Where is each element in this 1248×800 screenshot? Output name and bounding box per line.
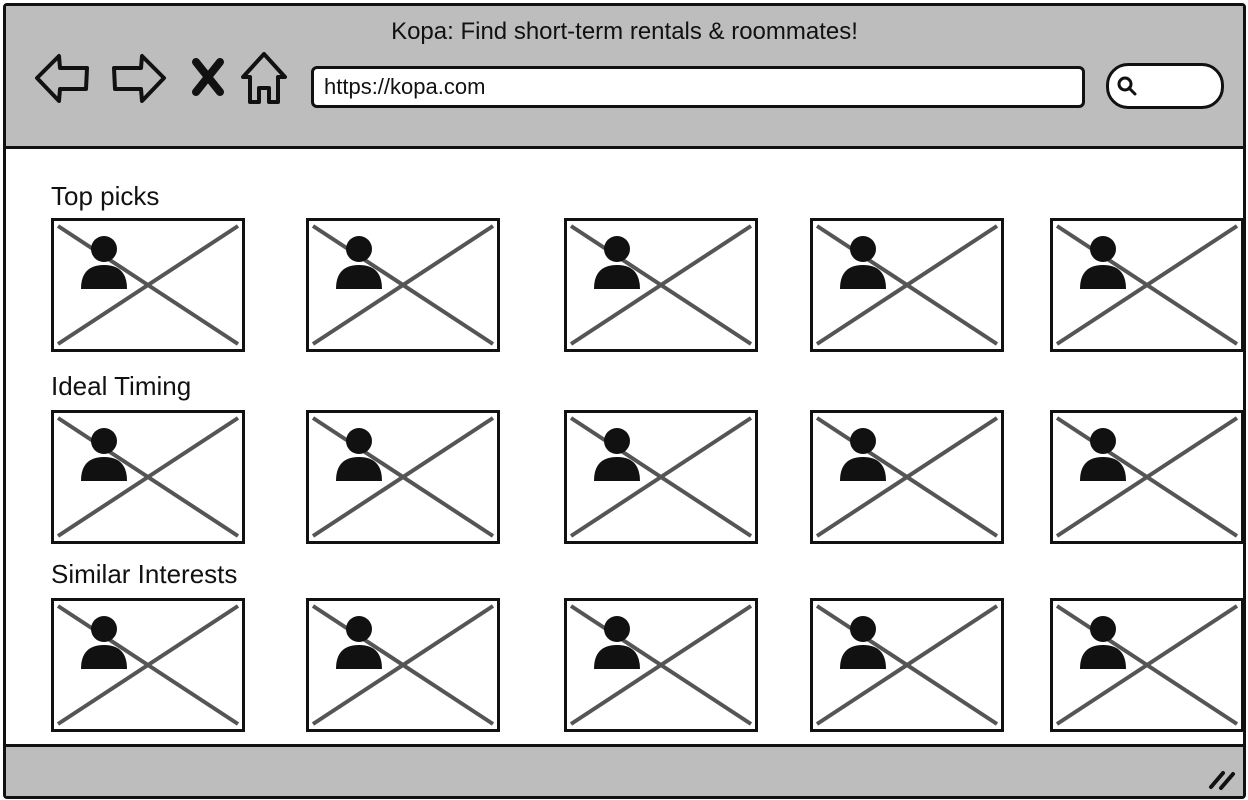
image-placeholder-card[interactable] bbox=[810, 598, 1004, 732]
image-placeholder-card[interactable] bbox=[51, 218, 245, 352]
user-avatar-icon bbox=[594, 428, 640, 481]
image-placeholder-card[interactable] bbox=[51, 410, 245, 544]
resize-grip-icon[interactable] bbox=[1207, 767, 1237, 791]
url-input[interactable]: https://kopa.com bbox=[311, 66, 1085, 108]
image-placeholder-card[interactable] bbox=[51, 598, 245, 732]
forward-arrow-icon bbox=[112, 54, 166, 103]
image-placeholder-icon bbox=[815, 416, 999, 538]
section-title-similar-interests: Similar Interests bbox=[51, 559, 238, 589]
user-avatar-icon bbox=[81, 428, 127, 481]
user-avatar-icon bbox=[840, 428, 886, 481]
image-placeholder-card[interactable] bbox=[306, 410, 500, 544]
user-avatar-icon bbox=[1080, 236, 1126, 289]
back-button[interactable] bbox=[33, 48, 93, 108]
image-placeholder-icon bbox=[311, 604, 495, 726]
user-avatar-icon bbox=[594, 236, 640, 289]
image-placeholder-icon bbox=[1055, 604, 1239, 726]
section-title-top-picks: Top picks bbox=[51, 181, 160, 211]
browser-window: Kopa: Find short-term rentals & roommate… bbox=[3, 3, 1246, 799]
browser-toolbar: Kopa: Find short-term rentals & roommate… bbox=[6, 6, 1243, 149]
image-placeholder-icon bbox=[569, 604, 753, 726]
forward-button[interactable] bbox=[108, 48, 168, 108]
user-avatar-icon bbox=[336, 428, 382, 481]
image-placeholder-card[interactable] bbox=[564, 218, 758, 352]
image-placeholder-icon bbox=[311, 416, 495, 538]
home-icon bbox=[241, 52, 287, 104]
search-field[interactable] bbox=[1106, 63, 1224, 109]
image-placeholder-icon bbox=[569, 224, 753, 346]
image-placeholder-card[interactable] bbox=[306, 218, 500, 352]
image-placeholder-icon bbox=[815, 224, 999, 346]
window-title: Kopa: Find short-term rentals & roommate… bbox=[391, 18, 858, 45]
image-placeholder-card[interactable] bbox=[1050, 598, 1243, 732]
image-placeholder-card[interactable] bbox=[564, 410, 758, 544]
image-placeholder-card[interactable] bbox=[1050, 410, 1243, 544]
image-placeholder-icon bbox=[815, 604, 999, 726]
image-placeholder-icon bbox=[1055, 224, 1239, 346]
image-placeholder-icon bbox=[56, 224, 240, 346]
image-placeholder-icon bbox=[1055, 416, 1239, 538]
page-content: Top picks Ideal Timing Similar Interests bbox=[6, 149, 1243, 744]
status-bar bbox=[6, 744, 1243, 796]
image-placeholder-icon bbox=[569, 416, 753, 538]
section-title-ideal-timing: Ideal Timing bbox=[51, 371, 192, 401]
image-placeholder-card[interactable] bbox=[306, 598, 500, 732]
user-avatar-icon bbox=[840, 236, 886, 289]
image-placeholder-icon bbox=[56, 416, 240, 538]
image-placeholder-icon bbox=[311, 224, 495, 346]
image-placeholder-icon bbox=[56, 604, 240, 726]
home-button[interactable] bbox=[234, 48, 294, 108]
close-icon bbox=[192, 58, 224, 96]
user-avatar-icon bbox=[336, 236, 382, 289]
user-avatar-icon bbox=[1080, 428, 1126, 481]
user-avatar-icon bbox=[840, 616, 886, 669]
search-icon bbox=[1117, 76, 1137, 96]
user-avatar-icon bbox=[594, 616, 640, 669]
back-arrow-icon bbox=[35, 54, 89, 103]
image-placeholder-card[interactable] bbox=[810, 218, 1004, 352]
image-placeholder-card[interactable] bbox=[1050, 218, 1243, 352]
user-avatar-icon bbox=[81, 236, 127, 289]
image-placeholder-card[interactable] bbox=[564, 598, 758, 732]
user-avatar-icon bbox=[1080, 616, 1126, 669]
image-placeholder-card[interactable] bbox=[810, 410, 1004, 544]
user-avatar-icon bbox=[81, 616, 127, 669]
user-avatar-icon bbox=[336, 616, 382, 669]
stop-button[interactable] bbox=[178, 48, 238, 108]
